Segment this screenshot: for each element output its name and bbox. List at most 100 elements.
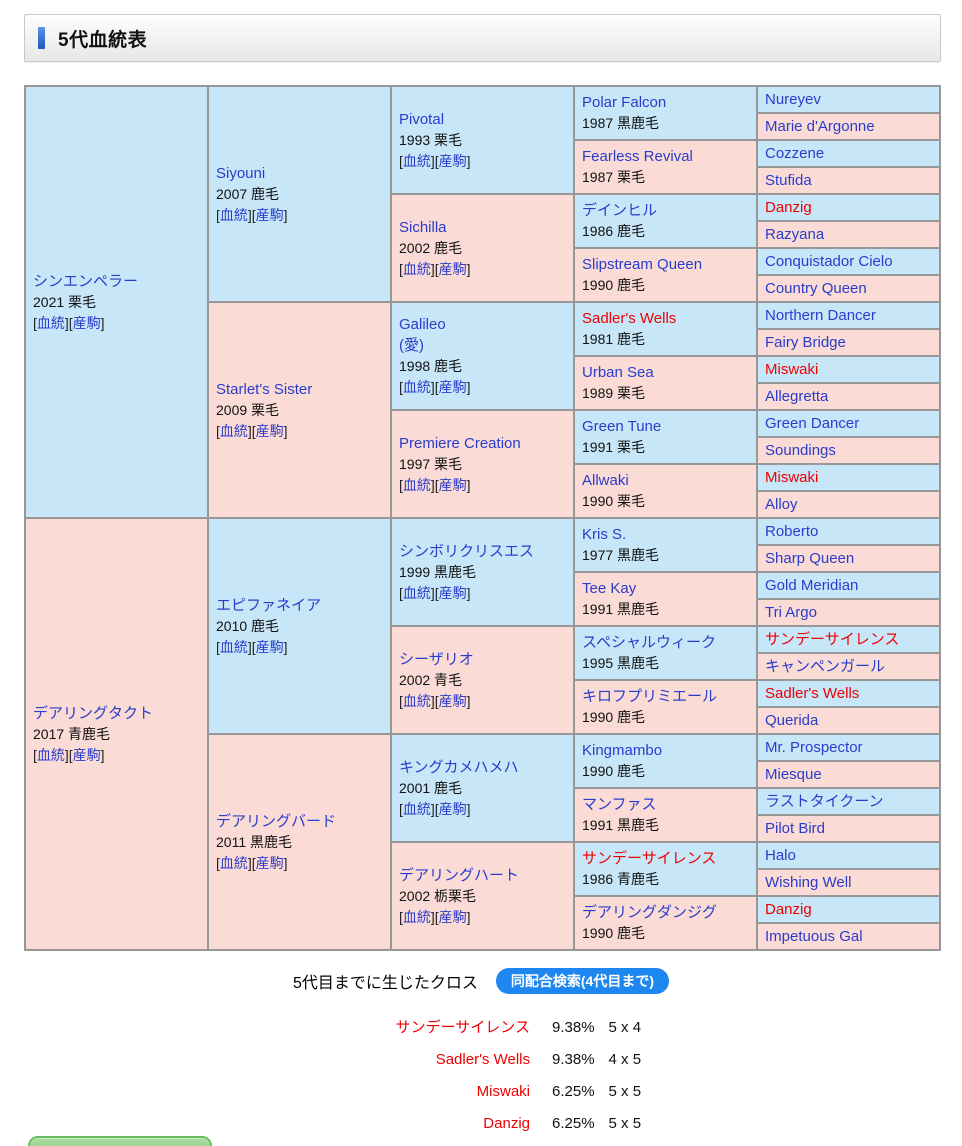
bloodline-link[interactable]: 血統 (36, 746, 65, 763)
pedigree-cell-gen5: Green Dancer (757, 410, 940, 437)
horse-link[interactable]: Allwaki (582, 472, 629, 489)
bloodline-link[interactable]: 血統 (402, 260, 431, 277)
bloodline-link[interactable]: 血統 (402, 379, 431, 395)
horse-link[interactable]: Starlet's Sister (216, 380, 313, 398)
offspring-link[interactable]: 産駒 (255, 854, 284, 871)
horse-link[interactable]: Fairy Bridge (765, 334, 846, 351)
horse-link[interactable]: Miesque (765, 766, 822, 783)
horse-link[interactable]: Northern Dancer (765, 307, 876, 324)
horse-link[interactable]: Polar Falcon (582, 94, 667, 111)
pedigree-row: デアリングハート 2002 栃栗毛 [血統][産駒] サンデーサイレンス 1986 青鹿… (25, 842, 940, 950)
horse-link[interactable]: デアリングタクト (33, 704, 154, 722)
horse-link[interactable]: Danzig (765, 901, 812, 918)
offspring-link[interactable]: 産駒 (72, 314, 101, 331)
horse-link[interactable]: Halo (765, 847, 796, 864)
offspring-link[interactable]: 産駒 (438, 152, 467, 169)
horse-link[interactable]: キングカメハメハ (399, 758, 519, 776)
horse-link[interactable]: シンボリクリスエス (399, 542, 535, 560)
horse-link[interactable]: シーザリオ (399, 650, 474, 668)
horse-link[interactable]: Pilot Bird (765, 820, 826, 837)
horse-link[interactable]: ラストタイクーン (765, 793, 884, 810)
bloodline-link[interactable]: 血統 (36, 314, 65, 331)
horse-link[interactable]: Kris S. (582, 526, 627, 543)
horse-link[interactable]: サンデーサイレンス (765, 631, 900, 648)
horse-link[interactable]: Soundings (765, 442, 836, 459)
horse-link[interactable]: Impetuous Gal (765, 928, 863, 945)
horse-link[interactable]: Country Queen (765, 280, 867, 297)
horse-link[interactable]: デインヒル (582, 202, 658, 219)
horse-link[interactable]: Urban Sea (582, 364, 654, 381)
horse-link[interactable]: Mr. Prospector (765, 739, 863, 756)
offspring-link[interactable]: 産駒 (72, 746, 101, 763)
horse-link[interactable]: Querida (765, 712, 819, 729)
horse-link[interactable]: Nureyev (765, 91, 821, 108)
horse-link[interactable]: Wishing Well (765, 874, 852, 891)
horse-link[interactable]: デアリングバード (216, 812, 337, 830)
horse-link[interactable]: Pivotal (399, 110, 445, 128)
horse-link[interactable]: キャンペンガール (765, 658, 886, 675)
bloodline-link[interactable]: 血統 (402, 584, 431, 601)
offspring-link[interactable]: 産駒 (438, 379, 467, 395)
horse-link[interactable]: Gold Meridian (765, 577, 859, 594)
year-coat-label: 2009 栗毛 (216, 401, 280, 418)
horse-link[interactable]: デアリングハート (399, 866, 520, 884)
bloodline-link[interactable]: 血統 (219, 638, 248, 655)
bloodline-link[interactable]: 血統 (219, 854, 248, 871)
offspring-link[interactable]: 産駒 (438, 800, 467, 817)
offspring-link[interactable]: 産駒 (438, 692, 467, 709)
offspring-link[interactable]: 産駒 (255, 422, 284, 439)
horse-link[interactable]: サンデーサイレンス (582, 850, 717, 867)
bloodline-link[interactable]: 血統 (219, 206, 248, 223)
horse-link[interactable]: Sharp Queen (765, 550, 855, 567)
offspring-link[interactable]: 産駒 (255, 206, 284, 223)
horse-link[interactable]: Premiere Creation (399, 434, 521, 452)
horse-link[interactable]: Conquistador Cielo (765, 253, 893, 270)
horse-link[interactable]: Sadler's Wells (765, 685, 860, 702)
horse-link[interactable]: Cozzene (765, 145, 825, 162)
horse-link[interactable]: Galileo (愛) (399, 316, 446, 354)
horse-link[interactable]: キロフプリミエール (582, 688, 718, 705)
offspring-link[interactable]: 産駒 (438, 584, 467, 601)
horse-link[interactable]: Danzig (765, 199, 812, 216)
horse-link[interactable]: Marie d'Argonne (765, 118, 875, 135)
horse-link[interactable]: Razyana (765, 226, 825, 243)
horse-link[interactable]: エピファネイア (216, 596, 322, 614)
horse-link[interactable]: Kingmambo (582, 742, 663, 759)
offspring-link[interactable]: 産駒 (255, 638, 284, 655)
pedigree-row: Fairy Bridge (25, 329, 940, 356)
bloodline-link[interactable]: 血統 (402, 908, 431, 925)
green-button[interactable] (28, 1136, 212, 1146)
horse-link[interactable]: Fearless Revival (582, 148, 693, 165)
horse-link[interactable]: Miswaki (765, 361, 819, 378)
offspring-link[interactable]: 産駒 (438, 908, 467, 925)
horse-link[interactable]: Roberto (765, 523, 819, 540)
horse-link[interactable]: Siyouni (216, 164, 266, 182)
same-mating-search-button[interactable]: 同配合検索(4代目まで) (495, 968, 670, 994)
horse-link[interactable]: Green Tune (582, 418, 662, 435)
horse-link[interactable]: Green Dancer (765, 415, 860, 432)
horse-link[interactable]: デアリングダンジグ (582, 904, 718, 921)
horse-link[interactable]: Tri Argo (765, 604, 817, 621)
horse-link[interactable]: スペシャルウィーク (582, 634, 716, 651)
offspring-link[interactable]: 産駒 (438, 260, 467, 277)
bloodline-link[interactable]: 血統 (219, 422, 248, 439)
horse-link[interactable]: Alloy (765, 496, 798, 513)
horse-link[interactable]: Stufida (765, 172, 812, 189)
bloodline-link[interactable]: 血統 (402, 152, 431, 169)
bloodline-link[interactable]: 血統 (402, 476, 431, 493)
offspring-link[interactable]: 産駒 (438, 476, 467, 493)
pedigree-cell-gen4: Kris S. 1977 黒鹿毛 (574, 518, 757, 572)
horse-link[interactable]: Tee Kay (582, 580, 637, 597)
horse-link[interactable]: マンファス (582, 796, 657, 813)
horse-link[interactable]: Slipstream Queen (582, 256, 703, 273)
pedigree-cell-gen3: シンボリクリスエス 1999 黒鹿毛 [血統][産駒] (391, 518, 574, 626)
horse-link[interactable]: シンエンペラー (33, 272, 139, 290)
horse-link[interactable]: Miswaki (765, 469, 819, 486)
cell-links: [血統][産駒] (399, 692, 471, 709)
bloodline-link[interactable]: 血統 (402, 692, 431, 709)
horse-link[interactable]: Sadler's Wells (582, 310, 677, 327)
cross-pattern: 4 x 5 (608, 1051, 642, 1068)
horse-link[interactable]: Allegretta (765, 388, 829, 405)
horse-link[interactable]: Sichilla (399, 218, 447, 236)
bloodline-link[interactable]: 血統 (402, 800, 431, 817)
